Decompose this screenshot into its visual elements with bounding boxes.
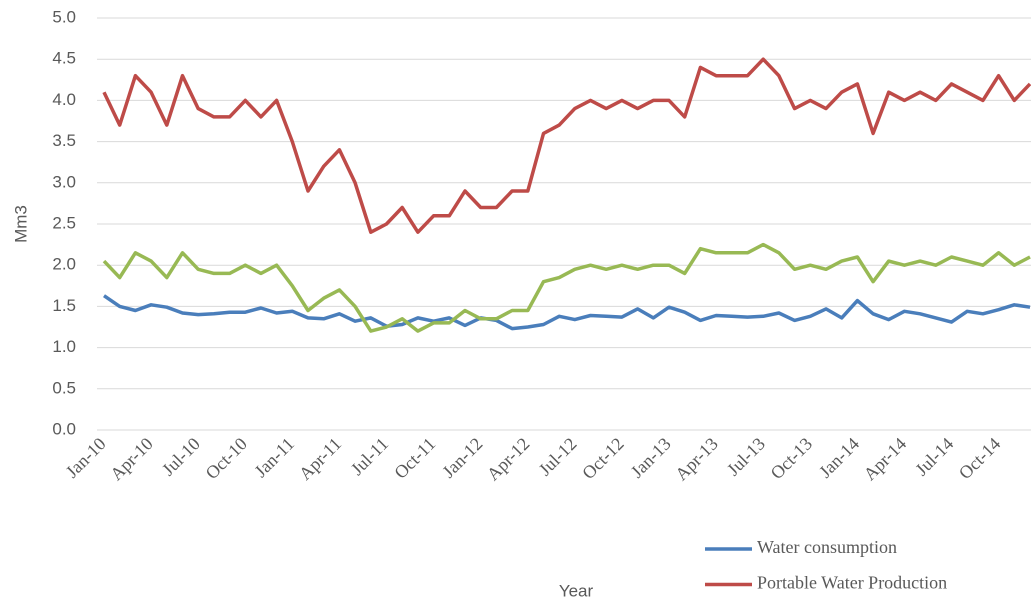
- x-tick-label: Jul-11: [347, 434, 392, 479]
- y-tick-label: 1.5: [52, 296, 76, 315]
- x-tick-label: Jan-13: [627, 434, 675, 482]
- y-tick-label: 2.5: [52, 213, 76, 232]
- legend-label: Water consumption: [757, 537, 897, 557]
- x-tick-label: Oct-10: [202, 434, 251, 483]
- x-tick-label: Apr-11: [295, 434, 345, 484]
- x-tick-label: Jan-12: [438, 434, 486, 482]
- y-tick-label: 4.0: [52, 90, 76, 109]
- legend-label: Portable Water Production: [757, 573, 947, 593]
- x-tick-label: Jan-10: [62, 434, 110, 482]
- x-tick-label: Apr-14: [860, 434, 911, 485]
- y-tick-label: 1.0: [52, 337, 76, 356]
- x-tick-label: Oct-14: [955, 434, 1004, 483]
- y-tick-label: 3.0: [52, 172, 76, 191]
- line-series: [102, 242, 1031, 333]
- y-tick-label: 2.0: [52, 255, 76, 274]
- x-tick-label: Apr-10: [106, 434, 157, 485]
- x-tick-label: Jul-10: [158, 434, 204, 480]
- y-axis-label: Mm3: [11, 205, 30, 243]
- x-tick-label: Apr-13: [671, 434, 722, 485]
- y-tick-label: 4.5: [52, 49, 76, 68]
- x-tick-label: Jan-11: [250, 434, 298, 482]
- x-axis-label: Year: [559, 581, 594, 600]
- x-tick-label: Jul-14: [911, 434, 957, 480]
- x-tick-label: Jul-12: [535, 434, 581, 480]
- y-tick-label: 5.0: [52, 7, 76, 26]
- line-series: [102, 57, 1031, 234]
- y-tick-label: 0.5: [52, 378, 76, 397]
- x-tick-label: Jan-14: [815, 434, 863, 482]
- x-tick-label: Oct-11: [390, 434, 439, 483]
- x-tick-label: Apr-12: [483, 434, 534, 485]
- x-tick-label: Oct-12: [578, 434, 627, 483]
- y-tick-label: 3.5: [52, 131, 76, 150]
- x-tick-label: Oct-13: [767, 434, 816, 483]
- y-tick-label: 0.0: [52, 419, 76, 438]
- x-tick-label: Jul-13: [723, 434, 769, 480]
- line-series: [103, 294, 1031, 331]
